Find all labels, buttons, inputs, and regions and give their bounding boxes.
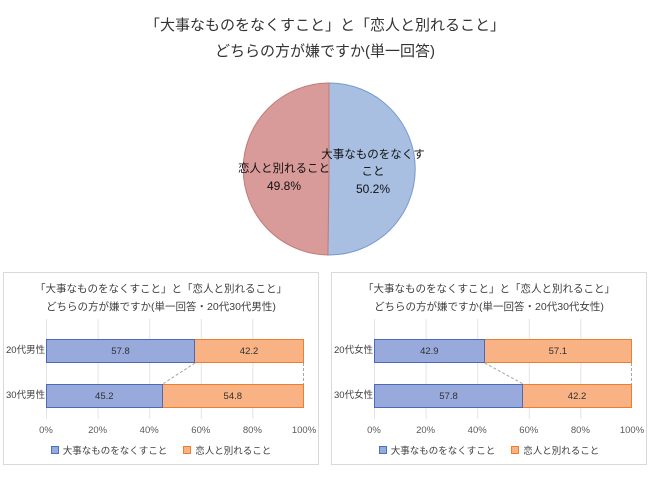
main-title: 「大事なものをなくすこと」と「恋人と別れること」 どちらの方が嫌ですか(単一回答… (0, 0, 650, 65)
legend-swatch-blue-icon (378, 446, 387, 454)
bar-value-label: 42.2 (567, 390, 587, 402)
legend-label: 大事なものをなくすこと (62, 446, 168, 457)
panel-title-line-1: 「大事なものをなくすこと」と「恋人と別れること」 (363, 283, 615, 295)
bar-value-label: 42.9 (420, 345, 439, 357)
bar-row-women-30s: 57.8 42.2 (374, 384, 632, 408)
pie-slice-value: 49.8% (266, 179, 302, 193)
bar-value-label: 54.8 (223, 390, 243, 402)
bar-segment-lose-item: 45.2 (46, 384, 163, 408)
bar-row-women-20s: 42.9 57.1 (374, 339, 632, 363)
category-label-women-20s: 20代女性 (334, 345, 374, 356)
x-tick: 60% (519, 425, 539, 436)
bar-value-label: 57.8 (111, 345, 130, 357)
bar-segment-breakup: 54.8 (162, 384, 304, 408)
series-connector-lines (484, 362, 632, 385)
category-label-men-20s: 20代男性 (6, 345, 46, 356)
pie-svg (242, 82, 416, 256)
panel-title-line-2: どちらの方が嫌ですか(単一回答・20代30代男性) (46, 301, 276, 313)
x-tick: 60% (191, 425, 211, 436)
bar-value-label: 45.2 (95, 390, 114, 402)
x-tick: 0% (39, 425, 53, 436)
panel-title-line-1: 「大事なものをなくすこと」と「恋人と別れること」 (35, 283, 287, 295)
bar-row-men-20s: 57.8 42.2 (46, 339, 304, 363)
plot-area: 57.8 42.2 45.2 54.8 (46, 319, 304, 419)
bar-segment-breakup: 42.2 (195, 339, 304, 363)
x-tick: 20% (416, 425, 436, 436)
bar-segment-lose-item: 42.9 (374, 339, 485, 363)
pie-slice-label: 大事なものをなくすこと (321, 149, 425, 178)
pie-label-lose-important-thing: 大事なものをなくすこと 50.2% (321, 147, 425, 198)
bar-segment-breakup: 42.2 (523, 384, 632, 408)
x-tick: 80% (570, 425, 590, 436)
x-tick: 0% (367, 425, 381, 436)
legend-label: 恋人と別れること (523, 446, 600, 457)
series-connector-lines (162, 362, 304, 385)
bar-value-label: 42.2 (239, 345, 259, 357)
legend-item-lose-item: 大事なものをなくすこと (378, 443, 496, 457)
bar-value-label: 57.8 (439, 390, 458, 402)
pie-label-breakup-with-lover: 恋人と別れること 49.8% (227, 161, 341, 195)
category-label-men-30s: 30代男性 (6, 390, 46, 401)
bar-chart-panel-women: 「大事なものをなくすこと」と「恋人と別れること」 どちらの方が嫌ですか(単一回答… (331, 272, 647, 465)
legend-item-lose-item: 大事なものをなくすこと (50, 443, 168, 457)
x-tick: 20% (88, 425, 108, 436)
panel-title: 「大事なものをなくすこと」と「恋人と別れること」 どちらの方が嫌ですか(単一回答… (332, 273, 646, 316)
bar-segment-breakup: 57.1 (484, 339, 632, 363)
bar-value-label: 57.1 (548, 345, 568, 357)
legend-swatch-orange-icon (183, 446, 192, 454)
panel-title-line-2: どちらの方が嫌ですか(単一回答・20代30代女性) (374, 301, 604, 313)
bar-segment-lose-item: 57.8 (374, 384, 524, 408)
main-title-line-1: 「大事なものをなくすこと」と「恋人と別れること」 (144, 17, 505, 34)
legend-swatch-blue-icon (50, 446, 59, 454)
x-tick: 40% (139, 425, 159, 436)
legend-item-breakup: 恋人と別れること (511, 443, 599, 457)
pie-slice-label: 恋人と別れること (238, 163, 330, 175)
plot-area: 42.9 57.1 57.8 42.2 (374, 319, 632, 419)
x-tick: 100% (619, 425, 645, 436)
legend: 大事なものをなくすこと 恋人と別れること (4, 443, 318, 457)
category-label-women-30s: 30代女性 (334, 390, 374, 401)
bar-segment-lose-item: 57.8 (46, 339, 196, 363)
x-tick: 40% (467, 425, 487, 436)
legend: 大事なものをなくすこと 恋人と別れること (332, 443, 646, 457)
panel-title: 「大事なものをなくすこと」と「恋人と別れること」 どちらの方が嫌ですか(単一回答… (4, 273, 318, 316)
bar-chart-panel-men: 「大事なものをなくすこと」と「恋人と別れること」 どちらの方が嫌ですか(単一回答… (3, 272, 319, 465)
legend-label: 大事なものをなくすこと (390, 446, 496, 457)
x-axis: 0% 20% 40% 60% 80% 100% (39, 425, 316, 437)
main-title-line-2: どちらの方が嫌ですか(単一回答) (215, 43, 435, 60)
pie-slice-value: 50.2% (355, 182, 391, 196)
legend-swatch-orange-icon (511, 446, 520, 454)
x-tick: 100% (291, 425, 317, 436)
legend-label: 恋人と別れること (195, 446, 272, 457)
x-axis: 0% 20% 40% 60% 80% 100% (367, 425, 644, 437)
legend-item-breakup: 恋人と別れること (183, 443, 271, 457)
pie-chart: 大事なものをなくすこと 50.2% 恋人と別れること 49.8% (237, 77, 425, 261)
bar-row-men-30s: 45.2 54.8 (46, 384, 304, 408)
x-tick: 80% (242, 425, 262, 436)
